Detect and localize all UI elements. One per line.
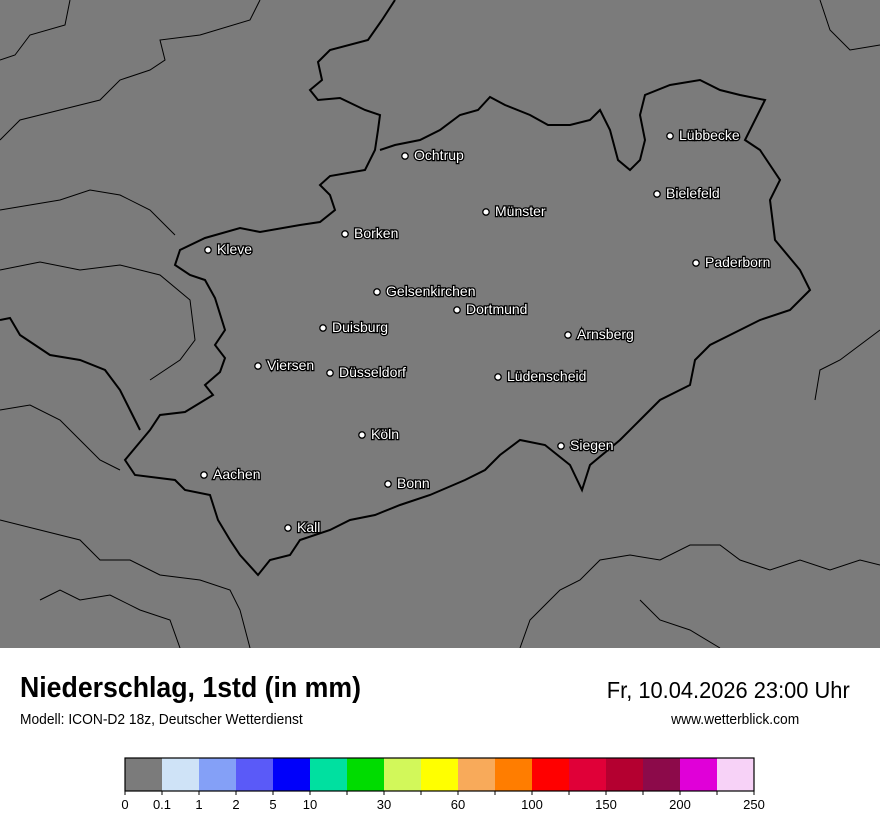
city-marker bbox=[204, 246, 212, 254]
model-source: Modell: ICON-D2 18z, Deutscher Wetterdie… bbox=[20, 711, 303, 728]
city-label: Paderborn bbox=[705, 254, 770, 270]
city-label: Münster bbox=[495, 203, 546, 219]
legend-swatch bbox=[717, 758, 754, 791]
city-marker bbox=[557, 442, 565, 450]
city-label: Kleve bbox=[217, 241, 252, 257]
legend-swatch bbox=[458, 758, 495, 791]
country-border-west bbox=[0, 316, 141, 431]
map-title: Niederschlag, 1std (in mm) bbox=[20, 672, 362, 704]
map-background bbox=[0, 0, 880, 648]
legend-swatch bbox=[310, 758, 347, 791]
legend-swatch bbox=[495, 758, 532, 791]
legend-swatch bbox=[162, 758, 199, 791]
legend-swatch bbox=[606, 758, 643, 791]
legend-tick-label: 150 bbox=[595, 797, 617, 812]
color-legend: 0 0.1 1 2 5 10 30 60 100 150 200 250 bbox=[121, 757, 765, 812]
city-marker bbox=[358, 431, 366, 439]
city-label: Bonn bbox=[397, 475, 430, 491]
legend-tick-label: 250 bbox=[743, 797, 765, 812]
city-label: Bielefeld bbox=[666, 185, 720, 201]
city-marker bbox=[319, 324, 327, 332]
city-label: Lüdenscheid bbox=[507, 368, 586, 384]
city-marker bbox=[494, 373, 502, 381]
city-marker bbox=[373, 288, 381, 296]
legend-swatch bbox=[273, 758, 310, 791]
city-marker bbox=[284, 524, 292, 532]
legend-tick-label: 60 bbox=[451, 797, 465, 812]
legend-tick-label: 0 bbox=[121, 797, 128, 812]
legend-swatch bbox=[199, 758, 236, 791]
city-marker bbox=[200, 471, 208, 479]
city-marker bbox=[341, 230, 349, 238]
city-labels: Lübbecke Ochtrup Bielefeld Münster Borken Kle… bbox=[200, 126, 772, 536]
legend-swatch bbox=[421, 758, 458, 791]
city-label: Köln bbox=[371, 426, 399, 442]
city-marker bbox=[254, 362, 262, 370]
city-label: Gelsenkirchen bbox=[386, 283, 476, 299]
city-marker bbox=[453, 306, 461, 314]
legend-swatch bbox=[532, 758, 569, 791]
legend-tick-label: 5 bbox=[269, 797, 276, 812]
city-label: Düsseldorf bbox=[339, 364, 406, 380]
city-label: Viersen bbox=[267, 357, 314, 373]
city-label: Kall bbox=[297, 519, 320, 535]
city-label: Siegen bbox=[570, 437, 614, 453]
legend-swatch bbox=[680, 758, 717, 791]
legend-tick-label: 100 bbox=[521, 797, 543, 812]
city-label: Duisburg bbox=[332, 319, 388, 335]
city-label: Aachen bbox=[213, 466, 260, 482]
legend-swatch bbox=[569, 758, 606, 791]
legend-tick-label: 30 bbox=[377, 797, 391, 812]
city-marker bbox=[653, 190, 661, 198]
city-label: Dortmund bbox=[466, 301, 527, 317]
city-marker bbox=[692, 259, 700, 267]
city-label: Ochtrup bbox=[414, 147, 464, 163]
legend-swatch bbox=[384, 758, 421, 791]
legend-tick-label: 2 bbox=[232, 797, 239, 812]
city-marker bbox=[384, 480, 392, 488]
precipitation-map: Lübbecke Ochtrup Bielefeld Münster Borken Kle… bbox=[0, 0, 880, 648]
city-marker bbox=[482, 208, 490, 216]
legend-swatch bbox=[236, 758, 273, 791]
city-marker bbox=[564, 331, 572, 339]
legend-swatch bbox=[643, 758, 680, 791]
legend-tick-label: 200 bbox=[669, 797, 691, 812]
city-marker bbox=[666, 132, 674, 140]
legend-tick-label: 0.1 bbox=[153, 797, 171, 812]
state-border-nrw bbox=[123, 0, 812, 577]
legend-swatch bbox=[125, 758, 162, 791]
legend-swatch bbox=[347, 758, 384, 791]
city-marker bbox=[326, 369, 334, 377]
website-link[interactable]: www.wetterblick.com bbox=[670, 711, 799, 728]
forecast-datetime: Fr, 10.04.2026 23:00 Uhr bbox=[607, 677, 850, 703]
border-lines bbox=[0, 0, 880, 648]
legend-tick-label: 10 bbox=[303, 797, 317, 812]
city-marker bbox=[401, 152, 409, 160]
city-label: Borken bbox=[354, 225, 398, 241]
city-label: Lübbecke bbox=[679, 127, 740, 143]
city-label: Arnsberg bbox=[577, 326, 634, 342]
legend-tick-label: 1 bbox=[195, 797, 202, 812]
legend-frame bbox=[124, 757, 755, 792]
